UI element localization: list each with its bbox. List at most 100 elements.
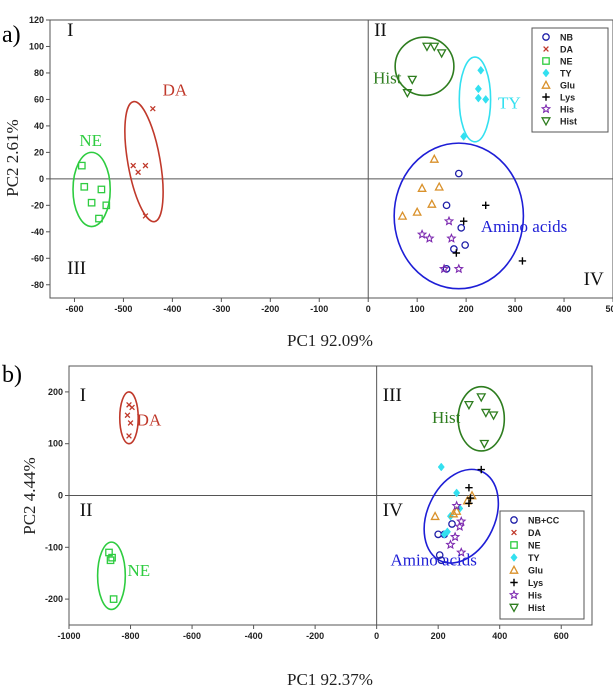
panel-b-point-hist — [479, 439, 490, 449]
panel-b-legend-marker — [509, 603, 519, 613]
panel-a-point-his — [416, 229, 428, 239]
panel-b-point-ty — [437, 462, 445, 472]
panel-a-point-lys — [482, 201, 490, 210]
panel-a-point-hist — [402, 88, 413, 99]
panel-a-cluster-label: NE — [79, 131, 102, 150]
panel-a-point-da — [142, 213, 149, 219]
panel-a-x-tick-label: 200 — [459, 304, 474, 314]
panel-a-point-lys — [518, 257, 527, 265]
panel-b-x-tick-label: -400 — [245, 631, 263, 641]
panel-b-cluster-label: Amino acids — [390, 550, 476, 569]
panel-b-point-his — [451, 500, 462, 511]
panel-a-legend-marker — [542, 33, 550, 41]
panel-b-point-lys — [466, 494, 475, 502]
panel-b-point-ty — [440, 529, 448, 539]
panel-a-point-glu — [429, 153, 440, 163]
panel-b: -1000 -800 -600 -400 -200 0 200 400 600-200-1000… — [2, 362, 593, 689]
panel-a-cluster-label: TY — [498, 94, 521, 113]
panel-b-x-tick-label: -200 — [306, 631, 324, 641]
panel-b-legend-marker — [510, 553, 518, 562]
panel-a-y-tick-label: 20 — [34, 147, 44, 157]
panel-a-legend-label: NB — [560, 33, 573, 43]
panel-b-point-ne — [106, 556, 115, 565]
panel-a-point-hist — [407, 75, 418, 85]
panel-b-legend-marker — [510, 578, 518, 587]
panel-a-legend-marker — [541, 79, 551, 89]
panel-a-point-ne — [102, 201, 111, 210]
panel-a-y-tick-label: -20 — [31, 200, 44, 210]
panel-a-legend-label: DA — [560, 45, 573, 55]
panel-a-point-his — [453, 263, 464, 274]
panel-b-point-hist — [480, 408, 491, 418]
panel-b-point-hist — [476, 393, 487, 403]
panel-b-legend-marker — [510, 541, 518, 549]
panel-b-y-axis-label: PC2 4.44% — [20, 457, 39, 534]
panel-a-point-his — [446, 232, 457, 243]
panel-a-y-tick-label: -40 — [31, 227, 44, 237]
panel-b-point-lys — [465, 484, 473, 492]
panel-b-x-tick-label: -600 — [183, 631, 201, 641]
panel-a-point-da — [149, 105, 156, 112]
panel-a-point-ty — [482, 95, 490, 104]
panel-a-y-axis-label: PC2 2.61% — [3, 119, 22, 196]
panel-b-quadrant-label: IV — [383, 500, 403, 521]
panel-a: -600-500-400-300-200-1000100200300400500… — [2, 15, 613, 350]
panel-a-x-tick-label: 300 — [508, 304, 523, 314]
panel-b-y-tick-label: 200 — [48, 387, 63, 397]
panel-b-point-his — [454, 521, 465, 531]
panel-b-point-hist — [463, 400, 474, 411]
panel-b-point-glu — [430, 511, 440, 521]
panel-a-cluster-label: Amino acids — [481, 217, 567, 236]
panel-b-legend-marker — [509, 564, 519, 574]
panel-a-point-glu — [397, 210, 408, 220]
panel-a-x-tick-label: -600 — [65, 304, 83, 314]
panel-b-legend-label: DA — [528, 528, 541, 538]
panel-a-cluster-ellipse-ne — [72, 151, 112, 228]
panel-b-legend-label: Hist — [528, 603, 545, 613]
panel-b-legend-label: His — [528, 591, 542, 601]
panel-a-cluster-ellipse-aminoellipse — [393, 142, 525, 290]
panel-a-point-hist — [436, 49, 447, 59]
panel-a-point-ne — [77, 161, 86, 170]
panel-a-legend-marker — [542, 93, 550, 101]
panel-b-point-da — [129, 404, 135, 411]
panel-a-x-tick-label: -300 — [212, 304, 230, 314]
panel-b-point-nb-cc — [434, 530, 443, 539]
panel-b-point-glu — [451, 505, 462, 515]
panel-a-point-glu — [412, 206, 422, 216]
panel-b-quadrant-label: III — [383, 385, 402, 406]
panel-a-point-nb — [457, 223, 466, 232]
panel-a-point-nb — [450, 245, 458, 253]
panel-a-x-tick-label: 100 — [410, 304, 425, 314]
panel-b-quadrant-label: I — [80, 385, 86, 406]
panel-b-cluster-label: Hist — [432, 408, 461, 427]
panel-a-point-ne — [97, 185, 106, 194]
panel-a-legend-label: His — [560, 105, 574, 115]
panel-a-point-da — [142, 162, 149, 169]
panel-b-point-ty — [453, 488, 461, 498]
panel-b-point-lys — [465, 499, 473, 507]
panel-a-legend-label: TY — [560, 69, 572, 79]
panel-b-cluster-label: DA — [137, 411, 162, 430]
panel-a-y-tick-label: 60 — [34, 94, 44, 104]
panel-a-cluster-ellipse-da — [124, 100, 164, 223]
panel-a-point-ne — [80, 182, 89, 191]
panel-a-point-ne — [95, 214, 103, 223]
panel-a-cluster-label: DA — [163, 80, 188, 99]
panel-a-x-tick-label: -500 — [114, 304, 132, 314]
panel-b-cluster-label: NE — [127, 561, 150, 580]
panel-a-legend-label: Glu — [560, 81, 575, 91]
panel-a-x-tick-label: 0 — [366, 304, 371, 314]
panel-a-y-tick-label: 80 — [34, 68, 44, 78]
panel-b-cluster-ellipse-aminoellipse — [423, 468, 500, 564]
panel-b-legend-marker — [510, 516, 518, 524]
panel-a-point-da — [130, 162, 137, 169]
panel-a-cluster-ellipse-hist — [394, 36, 455, 97]
panel-a-legend-label: NE — [560, 57, 573, 67]
panel-b-legend-marker — [508, 589, 520, 600]
panel-a-legend-marker — [542, 57, 550, 65]
panel-a-x-tick-label: -200 — [261, 304, 279, 314]
panel-b-point-his — [456, 515, 467, 526]
panel-a-y-tick-label: 0 — [39, 174, 44, 184]
panel-a-point-hist — [429, 42, 440, 52]
